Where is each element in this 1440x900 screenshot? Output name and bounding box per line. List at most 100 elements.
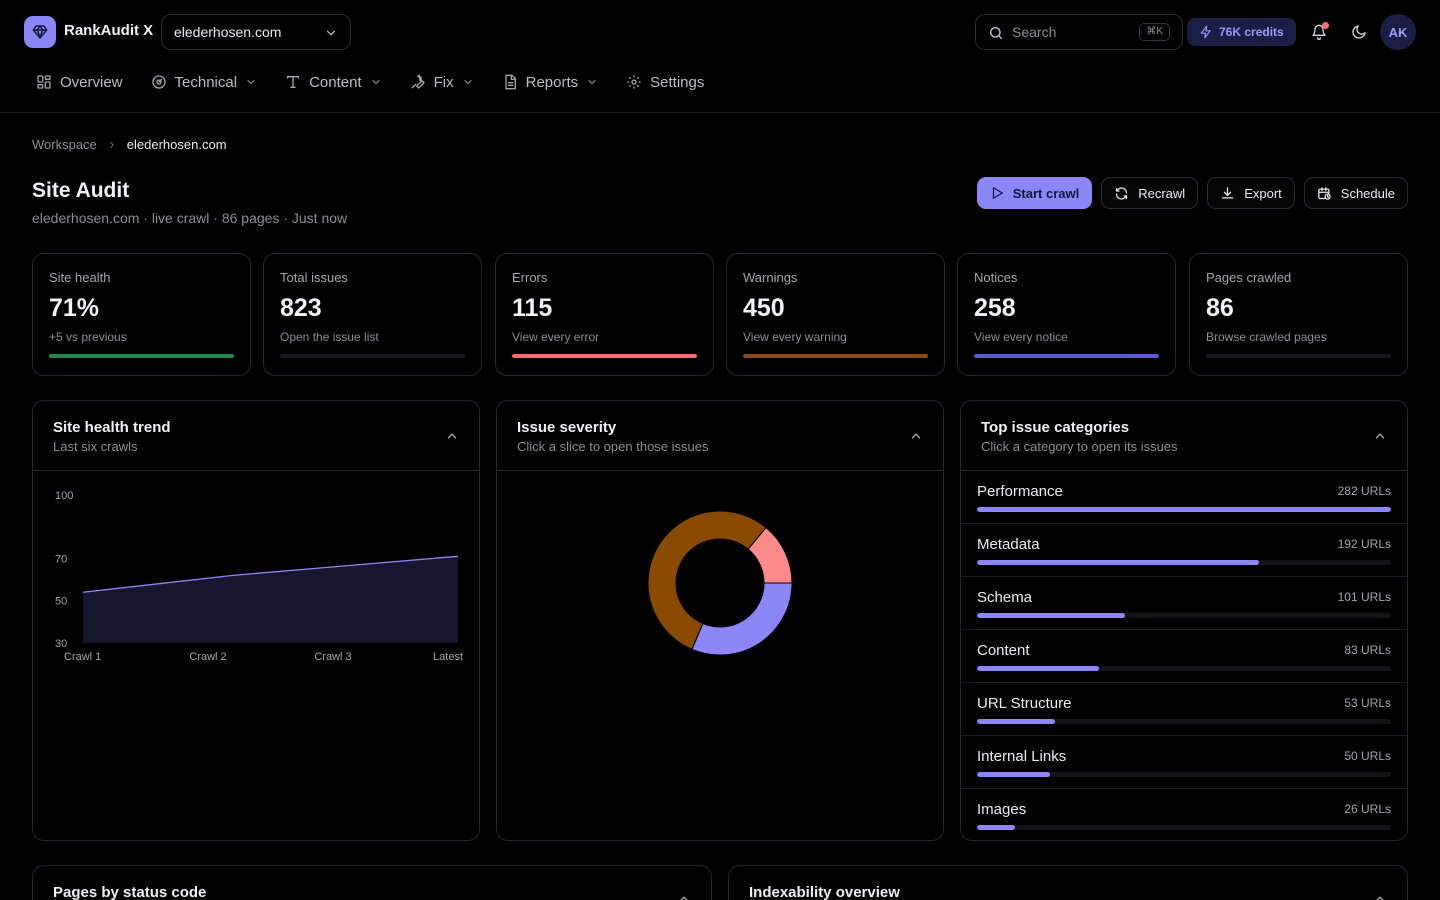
kpi-notices[interactable]: Notices 258 View every notice <box>957 253 1176 376</box>
export-button[interactable]: Export <box>1207 177 1295 209</box>
category-row[interactable]: Schema 101 URLs <box>961 577 1407 630</box>
kpi-label: Site health <box>49 270 111 285</box>
kpi-pages-crawled[interactable]: Pages crawled 86 Browse crawled pages <box>1189 253 1408 376</box>
chevron-up-icon[interactable] <box>1373 892 1387 900</box>
trend-line <box>82 555 459 593</box>
logo[interactable] <box>24 16 56 48</box>
credits-badge[interactable]: 76K credits <box>1187 18 1296 46</box>
kpi-bar <box>512 354 697 358</box>
chevron-down-icon <box>372 79 380 85</box>
y-tick-label: 30 <box>55 638 67 650</box>
category-row[interactable]: Content 83 URLs <box>961 630 1407 683</box>
kpi-bar-fill <box>974 354 1159 358</box>
panel-title: Pages by status code <box>53 884 207 900</box>
kpi-bar-fill <box>49 354 234 358</box>
gear-icon <box>627 75 641 89</box>
category-name: Internal Links <box>977 748 1067 765</box>
kpi-site-health[interactable]: Site health 71% +5 vs previous <box>32 253 251 376</box>
kpi-hint: Open the issue list <box>280 330 379 344</box>
kpi-bar <box>280 354 465 358</box>
category-row[interactable]: Internal Links 50 URLs <box>961 736 1407 789</box>
grid-icon <box>37 75 51 89</box>
category-row[interactable]: Metadata 192 URLs <box>961 524 1407 577</box>
export-label: Export <box>1244 185 1282 201</box>
notification-dot <box>1322 22 1329 29</box>
panel-subtitle: Click a category to open its issues <box>981 439 1178 454</box>
y-tick-label: 100 <box>55 490 73 502</box>
chevron-down-icon <box>326 30 336 36</box>
kpi-hint: View every notice <box>974 330 1068 344</box>
nav-fix[interactable]: Fix <box>398 64 486 100</box>
theme-toggle[interactable] <box>1346 19 1372 45</box>
chevron-down-icon <box>588 79 596 85</box>
start-crawl-button[interactable]: Start crawl <box>976 177 1093 209</box>
category-row[interactable]: Images 26 URLs <box>961 789 1407 840</box>
panel-title: Site health trend <box>53 419 171 436</box>
category-bar <box>977 613 1391 618</box>
kpi-errors[interactable]: Errors 115 View every error <box>495 253 714 376</box>
kpi-label: Notices <box>974 270 1018 285</box>
diamond-icon <box>32 25 48 39</box>
site-selector[interactable]: elederhosen.com <box>161 14 351 50</box>
panel-subtitle: Last six crawls <box>53 439 138 454</box>
nav-label: Content <box>309 73 362 91</box>
schedule-label: Schedule <box>1340 185 1395 201</box>
chevron-up-icon[interactable] <box>1373 429 1387 443</box>
x-tick-label: Latest <box>433 651 463 663</box>
category-name: Metadata <box>977 536 1040 553</box>
nav-label: Settings <box>650 73 705 91</box>
kpi-value: 71% <box>49 294 100 322</box>
issue-severity-panel: Issue severity Click a slice to open tho… <box>496 400 944 841</box>
refresh-icon <box>1116 186 1128 200</box>
avatar[interactable]: AK <box>1380 14 1416 50</box>
category-count: 53 URLs <box>1344 696 1391 710</box>
kpi-bar <box>743 354 928 358</box>
severity-donut-chart <box>647 510 793 656</box>
search-input[interactable]: Search ⌘K <box>975 14 1183 50</box>
kpi-hint: View every warning <box>743 330 847 344</box>
recrawl-button[interactable]: Recrawl <box>1101 177 1199 209</box>
kpi-label: Errors <box>512 270 548 285</box>
kpi-hint: View every error <box>512 330 600 344</box>
category-bar <box>977 825 1391 830</box>
category-bar-fill <box>977 666 1099 671</box>
kpi-value: 115 <box>512 294 553 322</box>
chevron-up-icon[interactable] <box>909 429 923 443</box>
kpi-value: 823 <box>280 294 322 322</box>
nav-divider <box>0 112 1440 113</box>
gauge-icon <box>151 75 166 89</box>
category-row[interactable]: URL Structure 53 URLs <box>961 683 1407 736</box>
nav-content[interactable]: Content <box>273 64 394 100</box>
schedule-button[interactable]: Schedule <box>1303 177 1408 209</box>
bolt-icon <box>1200 25 1211 39</box>
trend-chart: 30 50 70 100 Crawl 1 Crawl 2 Crawl 3 Latest <box>55 490 463 663</box>
kpi-bar <box>49 354 234 358</box>
kpi-label: Pages crawled <box>1206 270 1292 285</box>
search-placeholder: Search <box>1012 24 1057 40</box>
nav-reports[interactable]: Reports <box>490 64 611 100</box>
category-row[interactable]: Performance 282 URLs <box>961 471 1407 524</box>
donut-slice <box>647 510 767 651</box>
breadcrumb-workspace[interactable]: Workspace <box>32 137 97 152</box>
kpi-label: Total issues <box>280 270 348 285</box>
category-bar <box>977 507 1391 512</box>
category-bar-fill <box>977 825 1016 830</box>
chevron-up-icon[interactable] <box>677 892 691 900</box>
recrawl-label: Recrawl <box>1138 185 1186 201</box>
nav-settings[interactable]: Settings <box>614 64 716 100</box>
kpi-hint: Browse crawled pages <box>1206 330 1327 344</box>
category-bar-fill <box>977 507 1391 512</box>
kpi-bar <box>1206 354 1391 358</box>
nav-overview[interactable]: Overview <box>24 64 135 100</box>
kpi-warnings[interactable]: Warnings 450 View every warning <box>726 253 945 376</box>
app-name: RankAudit X <box>64 22 154 39</box>
nav-label: Fix <box>433 73 454 91</box>
page-subtitle: elederhosen.com · live crawl · 86 pages … <box>32 210 348 226</box>
category-bar <box>977 666 1391 671</box>
kpi-total-issues[interactable]: Total issues 823 Open the issue list <box>263 253 482 376</box>
notifications-button[interactable] <box>1306 18 1332 46</box>
trend-area <box>83 556 458 643</box>
nav-technical[interactable]: Technical <box>139 64 270 100</box>
wrench-icon <box>411 74 425 89</box>
chevron-up-icon[interactable] <box>445 429 459 443</box>
